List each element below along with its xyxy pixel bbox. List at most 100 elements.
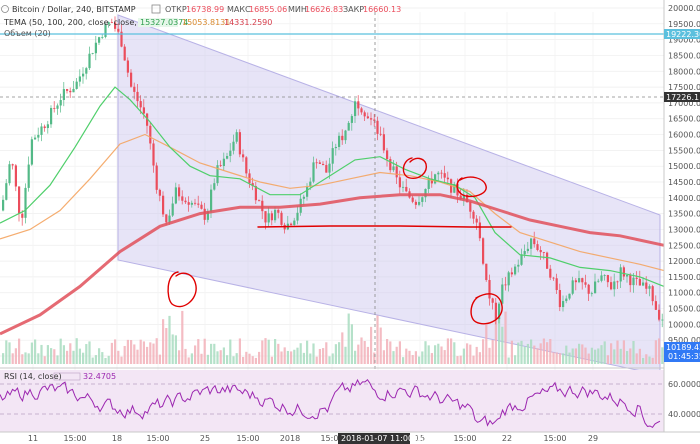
volume-bar <box>338 342 341 364</box>
candle-body <box>386 150 389 160</box>
volume-bar <box>309 353 312 364</box>
volume-bar <box>600 345 603 364</box>
candle-body <box>293 220 296 225</box>
volume-bar <box>213 343 216 364</box>
volume-bar <box>658 338 661 364</box>
candle-body <box>661 319 664 321</box>
candle-body <box>82 73 85 77</box>
candle-body <box>658 309 661 320</box>
candle-body <box>178 187 181 197</box>
rsi-label: RSI (14, close) <box>4 372 62 381</box>
candle-body <box>50 107 53 125</box>
volume-bar <box>619 348 622 364</box>
volume-bar <box>232 356 235 364</box>
volume-bar <box>114 339 117 364</box>
candle-body <box>536 244 539 250</box>
candle-body <box>354 101 357 117</box>
candle-body <box>507 272 510 286</box>
volume-bar <box>587 353 590 364</box>
volume-bar <box>37 353 40 364</box>
legend-header: Bitcoin / Dollar, 240, BITSTAMP ОТКР 167… <box>1 4 401 14</box>
low-value: 16626.83 <box>305 5 343 14</box>
candle-body <box>302 196 305 199</box>
volume-bar <box>200 353 203 364</box>
volume-bar <box>654 340 657 364</box>
candle-body <box>139 101 142 108</box>
volume-bar <box>475 346 478 364</box>
volume-bar <box>219 350 222 364</box>
candle-body <box>152 143 155 166</box>
candle-body <box>578 278 581 283</box>
candle-body <box>597 280 600 282</box>
volume-bar <box>446 338 449 364</box>
candle-body <box>328 163 331 173</box>
candle-body <box>40 126 43 135</box>
candle-body <box>555 278 558 291</box>
annotations[interactable] <box>167 157 512 325</box>
candle-body <box>222 158 225 167</box>
candle-body <box>574 280 577 283</box>
candle-body <box>165 214 168 223</box>
volume-bar <box>72 350 75 364</box>
tema-200-line <box>0 193 665 336</box>
volume-bar <box>606 355 609 364</box>
candle-body <box>107 22 110 25</box>
candle-body <box>526 248 529 252</box>
candle-body <box>350 116 353 123</box>
candle-body <box>629 274 632 286</box>
candle-body <box>117 28 120 32</box>
volume-bar <box>216 351 219 364</box>
volume-bar <box>43 356 46 364</box>
volume-bar <box>194 345 197 364</box>
time-tick: 18 <box>112 434 122 443</box>
candle-body <box>398 177 401 188</box>
candle-body <box>66 89 69 91</box>
candle-body <box>155 165 158 190</box>
price-tick: 19500.00 <box>668 20 700 29</box>
candle-body <box>18 186 21 214</box>
candle-body <box>331 148 334 164</box>
time-tick: 22 <box>502 434 512 443</box>
symbol-title: Bitcoin / Dollar, 240, BITSTAMP <box>12 5 136 14</box>
volume-bar <box>75 338 78 364</box>
candle-body <box>635 277 638 279</box>
volume-bar <box>443 350 446 364</box>
candle-body <box>434 174 437 184</box>
volume-bar <box>325 342 328 364</box>
time-cursor-badge: 2018-01-07 11:00:00 <box>338 433 426 444</box>
candle-body <box>565 298 568 302</box>
volume-bar <box>206 354 209 364</box>
volume-bar <box>82 352 85 364</box>
candle-body <box>149 125 152 144</box>
candle-body <box>235 132 238 142</box>
candle-body <box>158 189 161 196</box>
level-price-label: 19222.30 <box>666 30 700 39</box>
volume-bar <box>373 352 376 364</box>
volume-bar <box>277 343 280 364</box>
time-tick: 11 <box>28 434 38 443</box>
candle-body <box>395 166 398 178</box>
volume-bar <box>418 356 421 364</box>
candle-body <box>280 212 283 225</box>
candle-body <box>264 211 267 223</box>
candle-body <box>254 186 257 201</box>
time-tick: 15:00 <box>320 434 343 443</box>
last-price-badge: 10189.42 01:45:35 <box>664 342 700 362</box>
volume-bar <box>254 357 257 364</box>
candle-body <box>382 134 385 151</box>
price-tick: 20000.00 <box>668 4 700 13</box>
candle-body <box>69 90 72 93</box>
candle-body <box>309 181 312 187</box>
volume-bar <box>165 328 168 364</box>
candle-body <box>622 267 625 277</box>
volume-bar <box>517 342 520 364</box>
volume-bar <box>386 339 389 364</box>
tema-value-3: 14331.2590 <box>224 18 272 27</box>
volume-bar <box>638 348 641 364</box>
volume-bar <box>578 343 581 364</box>
candle-body <box>363 112 366 117</box>
candle-body <box>219 165 222 167</box>
price-tick: 10500.00 <box>668 305 700 314</box>
tema-100-line <box>0 133 665 272</box>
